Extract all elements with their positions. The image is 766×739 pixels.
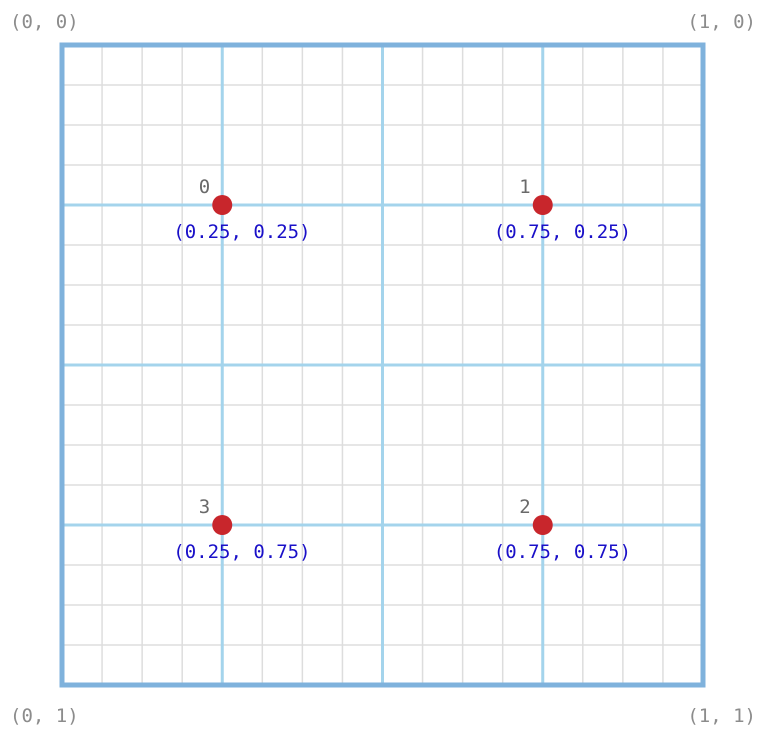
point-dot: [212, 515, 233, 535]
points-layer: 0 (0.25, 0.25) 1 (0.75, 0.25) 2 (0.75, 0.75) 3…: [173, 176, 631, 563]
point-marker-group: 0 (0.25, 0.25): [173, 176, 310, 243]
point-marker-group: 3 (0.25, 0.75): [173, 496, 310, 563]
point-coordinate-label: (0.75, 0.25): [494, 221, 631, 243]
point-coordinate-label: (0.75, 0.75): [494, 541, 631, 563]
corner-label-bottom-left: (0, 1): [10, 705, 79, 727]
point-index-label: 1: [519, 176, 530, 198]
point-marker-group: 2 (0.75, 0.75): [494, 496, 631, 563]
point-coordinate-label: (0.25, 0.75): [173, 541, 310, 563]
major-grid: [62, 45, 703, 685]
frame-border: [59, 42, 706, 688]
point-dot: [532, 195, 553, 215]
point-coordinate-label: (0.25, 0.25): [173, 221, 310, 243]
point-index-label: 3: [199, 496, 210, 518]
point-marker-group: 1 (0.75, 0.25): [494, 176, 631, 243]
corner-label-bottom-right: (1, 1): [687, 705, 756, 727]
point-index-label: 0: [199, 176, 210, 198]
point-dot: [532, 515, 553, 535]
point-index-label: 2: [519, 496, 530, 518]
point-dot: [212, 195, 233, 215]
corner-label-top-right: (1, 0): [687, 11, 756, 33]
corner-label-top-left: (0, 0): [10, 11, 79, 33]
